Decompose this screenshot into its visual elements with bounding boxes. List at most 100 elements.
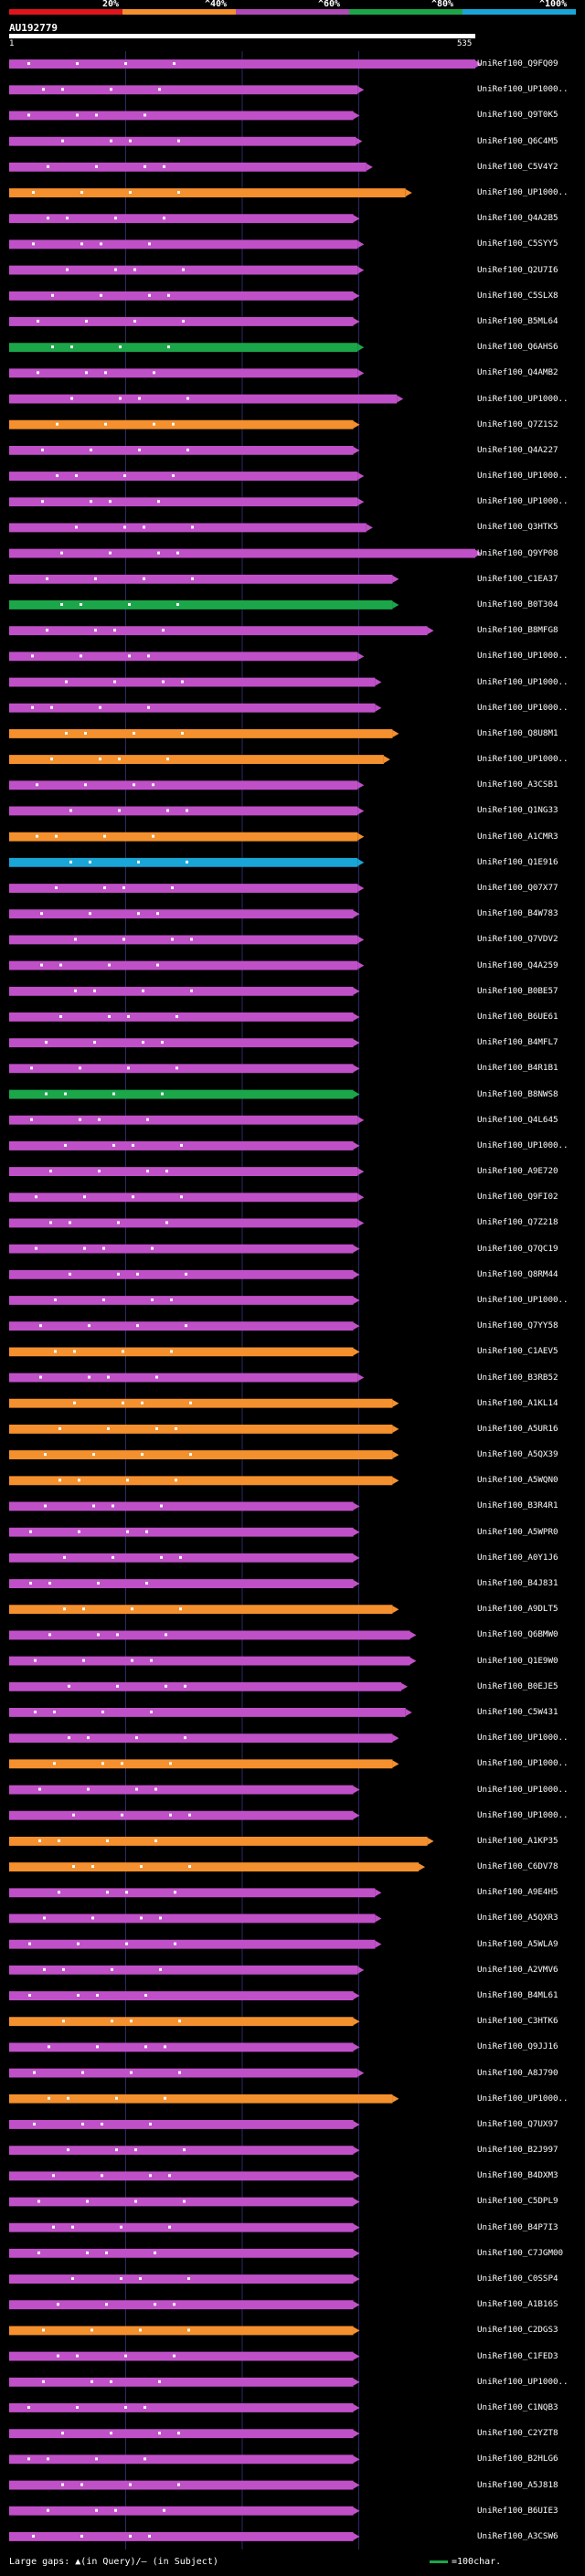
hit-label[interactable]: UniRef100_Q7Z218 xyxy=(477,1217,558,1228)
hit-label[interactable]: UniRef100_C5W431 xyxy=(477,1706,558,1717)
hit-label[interactable]: UniRef100_A0Y1J6 xyxy=(477,1552,558,1563)
hit-label[interactable]: UniRef100_A9E4H5 xyxy=(477,1887,558,1898)
hit-label[interactable]: UniRef100_C5SLX8 xyxy=(477,290,558,301)
hit-label[interactable]: UniRef100_UP1000.. xyxy=(477,2093,569,2104)
hit-label[interactable]: UniRef100_Q6C4M5 xyxy=(477,135,558,146)
hit-label[interactable]: UniRef100_B2HLG6 xyxy=(477,2454,558,2465)
hit-label[interactable]: UniRef100_Q7VDV2 xyxy=(477,934,558,945)
hit-label[interactable]: UniRef100_UP1000.. xyxy=(477,1758,569,1769)
hit-label[interactable]: UniRef100_Q9FI02 xyxy=(477,1192,558,1203)
hit-label[interactable]: UniRef100_C5V4Y2 xyxy=(477,161,558,172)
hit-label[interactable]: UniRef100_C6DV78 xyxy=(477,1861,558,1872)
hit-label[interactable]: UniRef100_UP1000.. xyxy=(477,393,569,404)
hit-label[interactable]: UniRef100_Q7Z1S2 xyxy=(477,419,558,429)
hit-label[interactable]: UniRef100_B3R4R1 xyxy=(477,1500,558,1511)
hit-label[interactable]: UniRef100_A1KL14 xyxy=(477,1397,558,1408)
gap-mark xyxy=(64,1143,67,1147)
hit-label[interactable]: UniRef100_B0T304 xyxy=(477,599,558,610)
hit-label[interactable]: UniRef100_UP1000.. xyxy=(477,676,569,687)
hit-label[interactable]: UniRef100_A1KP35 xyxy=(477,1835,558,1846)
hit-label[interactable]: UniRef100_Q6AHS6 xyxy=(477,342,558,353)
hit-label[interactable]: UniRef100_B8MFG8 xyxy=(477,625,558,636)
hit-label[interactable]: UniRef100_B3RB52 xyxy=(477,1372,558,1383)
hit-label[interactable]: UniRef100_B5ML64 xyxy=(477,315,558,326)
hit-row xyxy=(9,1450,399,1460)
hit-label[interactable]: UniRef100_B8NWS8 xyxy=(477,1088,558,1099)
hit-label[interactable]: UniRef100_A5WPR0 xyxy=(477,1526,558,1537)
hit-label[interactable]: UniRef100_A1CMR3 xyxy=(477,831,558,842)
hit-label[interactable]: UniRef100_Q9T0K5 xyxy=(477,110,558,121)
hit-label[interactable]: UniRef100_Q9YP08 xyxy=(477,547,558,558)
hit-label[interactable]: UniRef100_UP1000.. xyxy=(477,2376,569,2387)
hit-label[interactable]: UniRef100_C2YZT8 xyxy=(477,2428,558,2439)
hit-label[interactable]: UniRef100_B4ML61 xyxy=(477,1990,558,2000)
gap-mark xyxy=(33,2122,36,2125)
hit-label[interactable]: UniRef100_Q7QC19 xyxy=(477,1243,558,1254)
hit-label[interactable]: UniRef100_B4J831 xyxy=(477,1578,558,1589)
hit-label[interactable]: UniRef100_A8J790 xyxy=(477,2067,558,2078)
hit-label[interactable]: UniRef100_C3HTK6 xyxy=(477,2016,558,2027)
hit-label[interactable]: UniRef100_B6UIE3 xyxy=(477,2505,558,2516)
hit-label[interactable]: UniRef100_B4P7I3 xyxy=(477,2221,558,2232)
hit-label[interactable]: UniRef100_A5J818 xyxy=(477,2479,558,2490)
hit-label[interactable]: UniRef100_Q4A259 xyxy=(477,959,558,970)
hit-label[interactable]: UniRef100_UP1000.. xyxy=(477,1809,569,1820)
hit-label[interactable]: UniRef100_UP1000.. xyxy=(477,1295,569,1305)
hit-label[interactable]: UniRef100_A5QX39 xyxy=(477,1449,558,1460)
hit-label[interactable]: UniRef100_A3CSB1 xyxy=(477,779,558,790)
hit-label[interactable]: UniRef100_UP1000.. xyxy=(477,1784,569,1795)
hit-label[interactable]: UniRef100_B4R1B1 xyxy=(477,1063,558,1074)
hit-label[interactable]: UniRef100_C5DPL9 xyxy=(477,2196,558,2207)
hit-label[interactable]: UniRef100_A3CSW6 xyxy=(477,2530,558,2541)
hit-label[interactable]: UniRef100_Q8U8M1 xyxy=(477,727,558,738)
hit-label[interactable]: UniRef100_Q7UX97 xyxy=(477,2118,558,2129)
hit-label[interactable]: UniRef100_Q2U7I6 xyxy=(477,264,558,275)
hit-label[interactable]: UniRef100_A9E720 xyxy=(477,1166,558,1177)
hit-label[interactable]: UniRef100_Q8RM44 xyxy=(477,1268,558,1279)
hit-label[interactable]: UniRef100_UP1000.. xyxy=(477,187,569,198)
hit-label[interactable]: UniRef100_UP1000.. xyxy=(477,754,569,765)
hit-label[interactable]: UniRef100_Q7YY58 xyxy=(477,1320,558,1331)
hit-label[interactable]: UniRef100_Q4AMB2 xyxy=(477,367,558,378)
hit-label[interactable]: UniRef100_B0EJE5 xyxy=(477,1680,558,1691)
hit-label[interactable]: UniRef100_Q1E916 xyxy=(477,856,558,867)
hit-label[interactable]: UniRef100_Q4L645 xyxy=(477,1114,558,1125)
hit-label[interactable]: UniRef100_Q07X77 xyxy=(477,883,558,894)
hit-label[interactable]: UniRef100_C1AEV5 xyxy=(477,1346,558,1357)
hit-label[interactable]: UniRef100_A2VMV6 xyxy=(477,1964,558,1975)
hit-label[interactable]: UniRef100_A9DLT5 xyxy=(477,1604,558,1615)
hit-label[interactable]: UniRef100_Q4A227 xyxy=(477,444,558,455)
hit-label[interactable]: UniRef100_Q6BMW0 xyxy=(477,1629,558,1640)
hit-label[interactable]: UniRef100_Q9JJ16 xyxy=(477,2041,558,2052)
hit-label[interactable]: UniRef100_A1B16S xyxy=(477,2299,558,2310)
hit-label[interactable]: UniRef100_B2J997 xyxy=(477,2145,558,2156)
hit-label[interactable]: UniRef100_Q1E9W0 xyxy=(477,1655,558,1666)
hit-label[interactable]: UniRef100_C1NQB3 xyxy=(477,2401,558,2412)
hit-label[interactable]: UniRef100_A5WLA9 xyxy=(477,1938,558,1949)
hit-label[interactable]: UniRef100_B4MFL7 xyxy=(477,1037,558,1048)
hit-label[interactable]: UniRef100_B4W783 xyxy=(477,908,558,919)
hit-label[interactable]: UniRef100_C1FED3 xyxy=(477,2350,558,2361)
hit-label[interactable]: UniRef100_Q4A2B5 xyxy=(477,213,558,224)
hit-label[interactable]: UniRef100_A5QXR3 xyxy=(477,1913,558,1924)
hit-label[interactable]: UniRef100_C1EA37 xyxy=(477,573,558,584)
hit-label[interactable]: UniRef100_UP1000.. xyxy=(477,496,569,507)
hit-label[interactable]: UniRef100_B6UE61 xyxy=(477,1011,558,1022)
hit-label[interactable]: UniRef100_UP1000.. xyxy=(477,471,569,482)
hit-label[interactable]: UniRef100_Q3HTK5 xyxy=(477,522,558,533)
hit-label[interactable]: UniRef100_Q1NG33 xyxy=(477,805,558,816)
hit-label[interactable]: UniRef100_Q9FQ09 xyxy=(477,58,558,69)
hit-label[interactable]: UniRef100_UP1000.. xyxy=(477,84,569,95)
hit-label[interactable]: UniRef100_UP1000.. xyxy=(477,1140,569,1150)
hit-label[interactable]: UniRef100_B0BE57 xyxy=(477,985,558,996)
hit-label[interactable]: UniRef100_UP1000.. xyxy=(477,1733,569,1744)
hit-label[interactable]: UniRef100_C2DGS3 xyxy=(477,2325,558,2336)
hit-label[interactable]: UniRef100_A5UR16 xyxy=(477,1423,558,1434)
hit-label[interactable]: UniRef100_C7JGM00 xyxy=(477,2247,564,2258)
hit-label[interactable]: UniRef100_B4DXM3 xyxy=(477,2170,558,2181)
hit-label[interactable]: UniRef100_A5WQN0 xyxy=(477,1475,558,1486)
hit-label[interactable]: UniRef100_C0SSP4 xyxy=(477,2274,558,2284)
hit-label[interactable]: UniRef100_C5SYY5 xyxy=(477,239,558,249)
hit-label[interactable]: UniRef100_UP1000.. xyxy=(477,651,569,662)
hit-label[interactable]: UniRef100_UP1000.. xyxy=(477,702,569,713)
